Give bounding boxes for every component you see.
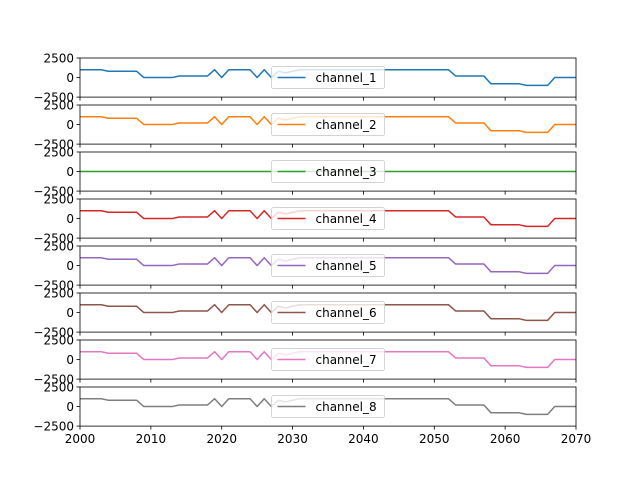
- y-tick-label: 0: [66, 118, 74, 132]
- x-tick-label: 2070: [561, 432, 592, 446]
- legend-box: [271, 301, 385, 324]
- legend-label: channel_7: [316, 353, 377, 367]
- legend-label: channel_4: [316, 212, 377, 226]
- y-tick-label: −2500: [33, 90, 74, 104]
- legend-box: [271, 207, 385, 230]
- y-tick-label: 2500: [43, 145, 74, 159]
- y-tick-label: 2500: [43, 192, 74, 206]
- legend: channel_2: [271, 113, 385, 136]
- y-tick-label: −2500: [33, 231, 74, 245]
- y-tick-label: −2500: [33, 278, 74, 292]
- legend-label: channel_6: [316, 306, 377, 320]
- legend-label: channel_5: [316, 259, 377, 273]
- y-tick-label: −2500: [33, 419, 74, 433]
- legend: channel_6: [271, 301, 385, 324]
- x-tick-label: 2020: [206, 432, 237, 446]
- x-tick-label: 2010: [136, 432, 167, 446]
- subplot-6: 2500 0 −2500 channel_6: [33, 286, 577, 339]
- legend: channel_4: [271, 207, 385, 230]
- y-tick-label: 2500: [43, 286, 74, 300]
- y-tick-label: 0: [66, 306, 74, 320]
- y-tick-label: −2500: [33, 137, 74, 151]
- legend-box: [271, 395, 385, 418]
- subplot-1: 2500 0 −2500 channel_1: [33, 51, 577, 104]
- legend: channel_1: [271, 66, 385, 89]
- subplot-3: 2500 0 −2500 channel_3: [33, 145, 577, 198]
- y-tick-label: 2500: [43, 98, 74, 112]
- y-tick-label: −2500: [33, 184, 74, 198]
- x-tick-label: 2040: [348, 432, 379, 446]
- legend-label: channel_1: [316, 71, 377, 85]
- legend-box: [271, 66, 385, 89]
- y-tick-label: 0: [66, 353, 74, 367]
- legend: channel_8: [271, 395, 385, 418]
- y-tick-label: −2500: [33, 325, 74, 339]
- subplot-2: 2500 0 −2500 channel_2: [33, 98, 577, 151]
- legend-label: channel_3: [316, 165, 377, 179]
- y-tick-label: 2500: [43, 239, 74, 253]
- y-tick-label: 2500: [43, 51, 74, 65]
- x-tick-label: 2030: [277, 432, 308, 446]
- x-tick-label: 2000: [65, 432, 96, 446]
- y-tick-label: 0: [66, 212, 74, 226]
- legend: channel_5: [271, 254, 385, 277]
- subplot-7: 2500 0 −2500 channel_7: [33, 333, 577, 386]
- legend-box: [271, 113, 385, 136]
- y-tick-label: 0: [66, 259, 74, 273]
- legend: channel_3: [271, 160, 385, 183]
- y-tick-label: 2500: [43, 380, 74, 394]
- y-tick-label: 2500: [43, 333, 74, 347]
- legend-label: channel_8: [316, 400, 377, 414]
- legend-label: channel_2: [316, 118, 377, 132]
- legend-box: [271, 254, 385, 277]
- legend: channel_7: [271, 348, 385, 371]
- subplot-4: 2500 0 −2500 channel_4: [33, 192, 577, 245]
- x-tick-label: 2060: [490, 432, 521, 446]
- subplot-5: 2500 0 −2500 channel_5: [33, 239, 577, 292]
- y-tick-label: 0: [66, 71, 74, 85]
- x-tick-label: 2050: [419, 432, 450, 446]
- legend-box: [271, 160, 385, 183]
- y-tick-label: 0: [66, 165, 74, 179]
- subplot-8: 2500 0 −2500 channel_8 2000 2010 2020 2030 2040 2…: [33, 380, 591, 446]
- legend-box: [271, 348, 385, 371]
- y-tick-label: 0: [66, 400, 74, 414]
- y-tick-label: −2500: [33, 372, 74, 386]
